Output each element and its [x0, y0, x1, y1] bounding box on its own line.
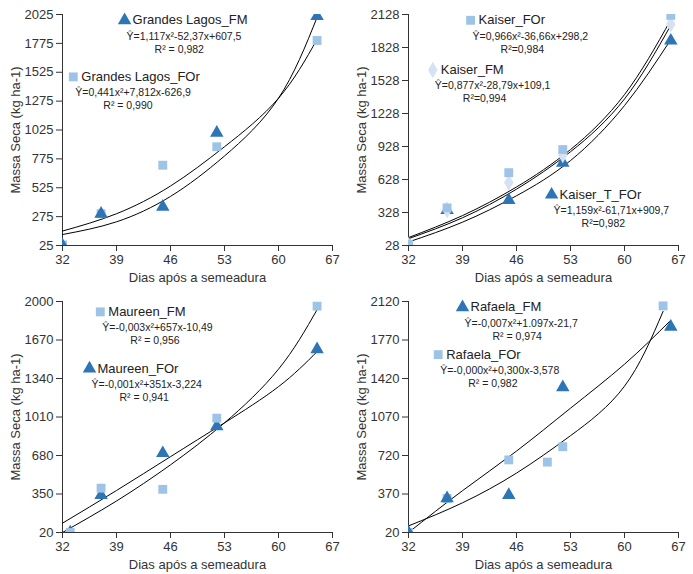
svg-text:Ŷ=1,159x²-61,71x+909,7: Ŷ=1,159x²-61,71x+909,7: [554, 204, 670, 216]
svg-text:Kaiser_FOr: Kaiser_FOr: [479, 12, 546, 27]
svg-text:Kaiser_FM: Kaiser_FM: [441, 62, 504, 77]
svg-text:928: 928: [378, 139, 400, 154]
svg-text:60: 60: [271, 539, 285, 554]
svg-text:Massa Seca (kg ha-1): Massa Seca (kg ha-1): [354, 353, 369, 480]
svg-text:53: 53: [217, 539, 231, 554]
svg-text:60: 60: [617, 539, 631, 554]
svg-text:628: 628: [378, 172, 400, 187]
svg-text:20: 20: [39, 525, 53, 540]
svg-text:Ŷ=-0,007x²+1.097x-21,7: Ŷ=-0,007x²+1.097x-21,7: [465, 317, 578, 329]
svg-text:20: 20: [385, 525, 399, 540]
svg-text:Maureen_FOr: Maureen_FOr: [98, 361, 180, 376]
svg-text:2025: 2025: [25, 7, 54, 22]
svg-text:R² = 0,941: R² = 0,941: [120, 391, 169, 403]
svg-text:53: 53: [563, 539, 577, 554]
svg-text:2128: 2128: [371, 7, 400, 22]
svg-text:67: 67: [671, 539, 685, 554]
svg-text:R² = 0,974: R² = 0,974: [493, 330, 542, 342]
svg-text:53: 53: [563, 252, 577, 267]
svg-text:1340: 1340: [25, 371, 54, 386]
svg-text:Kaiser_T_FOr: Kaiser_T_FOr: [560, 187, 642, 202]
svg-text:32: 32: [55, 252, 69, 267]
svg-text:R²=0,984: R²=0,984: [501, 43, 545, 55]
svg-text:2120: 2120: [371, 294, 400, 309]
svg-text:525: 525: [32, 180, 54, 195]
svg-text:46: 46: [163, 539, 177, 554]
svg-text:Massa Seca (kg ha-1): Massa Seca (kg ha-1): [8, 353, 23, 480]
svg-text:39: 39: [109, 252, 123, 267]
svg-text:1025: 1025: [25, 122, 54, 137]
svg-text:67: 67: [325, 252, 339, 267]
svg-text:46: 46: [163, 252, 177, 267]
svg-text:1228: 1228: [371, 106, 400, 121]
svg-text:R²=0,994: R²=0,994: [463, 92, 507, 104]
svg-text:32: 32: [401, 539, 415, 554]
svg-text:Rafaela_FOr: Rafaela_FOr: [446, 347, 521, 362]
svg-text:1670: 1670: [25, 332, 54, 347]
svg-text:Ŷ=-0,000x²+0,300x-3,578: Ŷ=-0,000x²+0,300x-3,578: [440, 364, 559, 376]
svg-text:53: 53: [217, 252, 231, 267]
svg-text:680: 680: [32, 448, 54, 463]
svg-text:Ŷ=0,441x²+7,812x-626,9: Ŷ=0,441x²+7,812x-626,9: [75, 86, 191, 98]
svg-text:Rafaela_FM: Rafaela_FM: [471, 299, 542, 314]
svg-text:60: 60: [271, 252, 285, 267]
svg-text:1070: 1070: [371, 409, 400, 424]
svg-text:46: 46: [509, 539, 523, 554]
svg-text:Ŷ=-0,001x²+351x-3,224: Ŷ=-0,001x²+351x-3,224: [92, 378, 202, 390]
svg-text:46: 46: [509, 252, 523, 267]
svg-text:1775: 1775: [25, 36, 54, 51]
svg-text:28: 28: [385, 238, 399, 253]
svg-text:39: 39: [455, 252, 469, 267]
svg-text:Dias após a semeadura: Dias após a semeadura: [475, 270, 613, 285]
svg-text:Grandes Lagos_FOr: Grandes Lagos_FOr: [81, 69, 200, 84]
svg-text:Ŷ=-0,003x²+657x-10,49: Ŷ=-0,003x²+657x-10,49: [102, 321, 212, 333]
svg-text:39: 39: [455, 539, 469, 554]
svg-text:Massa Seca (kg ha-1): Massa Seca (kg ha-1): [354, 66, 369, 193]
svg-text:Ŷ=0,966x²-36,66x+298,2: Ŷ=0,966x²-36,66x+298,2: [473, 30, 589, 42]
svg-text:2000: 2000: [25, 294, 54, 309]
svg-text:1770: 1770: [371, 332, 400, 347]
svg-text:Dias após a semeadura: Dias após a semeadura: [475, 557, 613, 572]
svg-text:Grandes Lagos_FM: Grandes Lagos_FM: [133, 12, 248, 27]
svg-text:R² = 0,990: R² = 0,990: [103, 99, 152, 111]
svg-text:Ŷ=1,117x²-52,37x+607,5: Ŷ=1,117x²-52,37x+607,5: [127, 30, 242, 42]
svg-text:275: 275: [32, 209, 54, 224]
svg-text:Dias após a semeadura: Dias após a semeadura: [129, 270, 267, 285]
svg-text:39: 39: [109, 539, 123, 554]
svg-text:1528: 1528: [371, 73, 400, 88]
svg-text:1010: 1010: [25, 409, 54, 424]
svg-text:Dias após a semeadura: Dias após a semeadura: [129, 557, 267, 572]
svg-text:R² = 0,956: R² = 0,956: [130, 334, 179, 346]
svg-text:32: 32: [401, 252, 415, 267]
svg-text:R²=0,982: R²=0,982: [582, 217, 626, 229]
svg-text:R² = 0,982: R² = 0,982: [155, 43, 204, 55]
svg-text:1275: 1275: [25, 93, 54, 108]
svg-text:370: 370: [378, 486, 400, 501]
svg-text:1828: 1828: [371, 40, 400, 55]
svg-text:775: 775: [32, 151, 54, 166]
svg-text:Maureen_FM: Maureen_FM: [108, 304, 185, 319]
svg-text:67: 67: [325, 539, 339, 554]
svg-text:Ŷ=0,877x²-28,79x+109,1: Ŷ=0,877x²-28,79x+109,1: [435, 79, 551, 91]
svg-text:1420: 1420: [371, 371, 400, 386]
svg-text:32: 32: [55, 539, 69, 554]
svg-text:R² = 0,982: R² = 0,982: [468, 377, 517, 389]
svg-text:1525: 1525: [25, 64, 54, 79]
svg-text:25: 25: [39, 238, 53, 253]
svg-text:350: 350: [32, 486, 54, 501]
svg-text:Massa Seca (kg ha-1): Massa Seca (kg ha-1): [8, 66, 23, 193]
svg-text:60: 60: [617, 252, 631, 267]
svg-text:720: 720: [378, 448, 400, 463]
svg-text:328: 328: [378, 205, 400, 220]
svg-text:67: 67: [671, 252, 685, 267]
